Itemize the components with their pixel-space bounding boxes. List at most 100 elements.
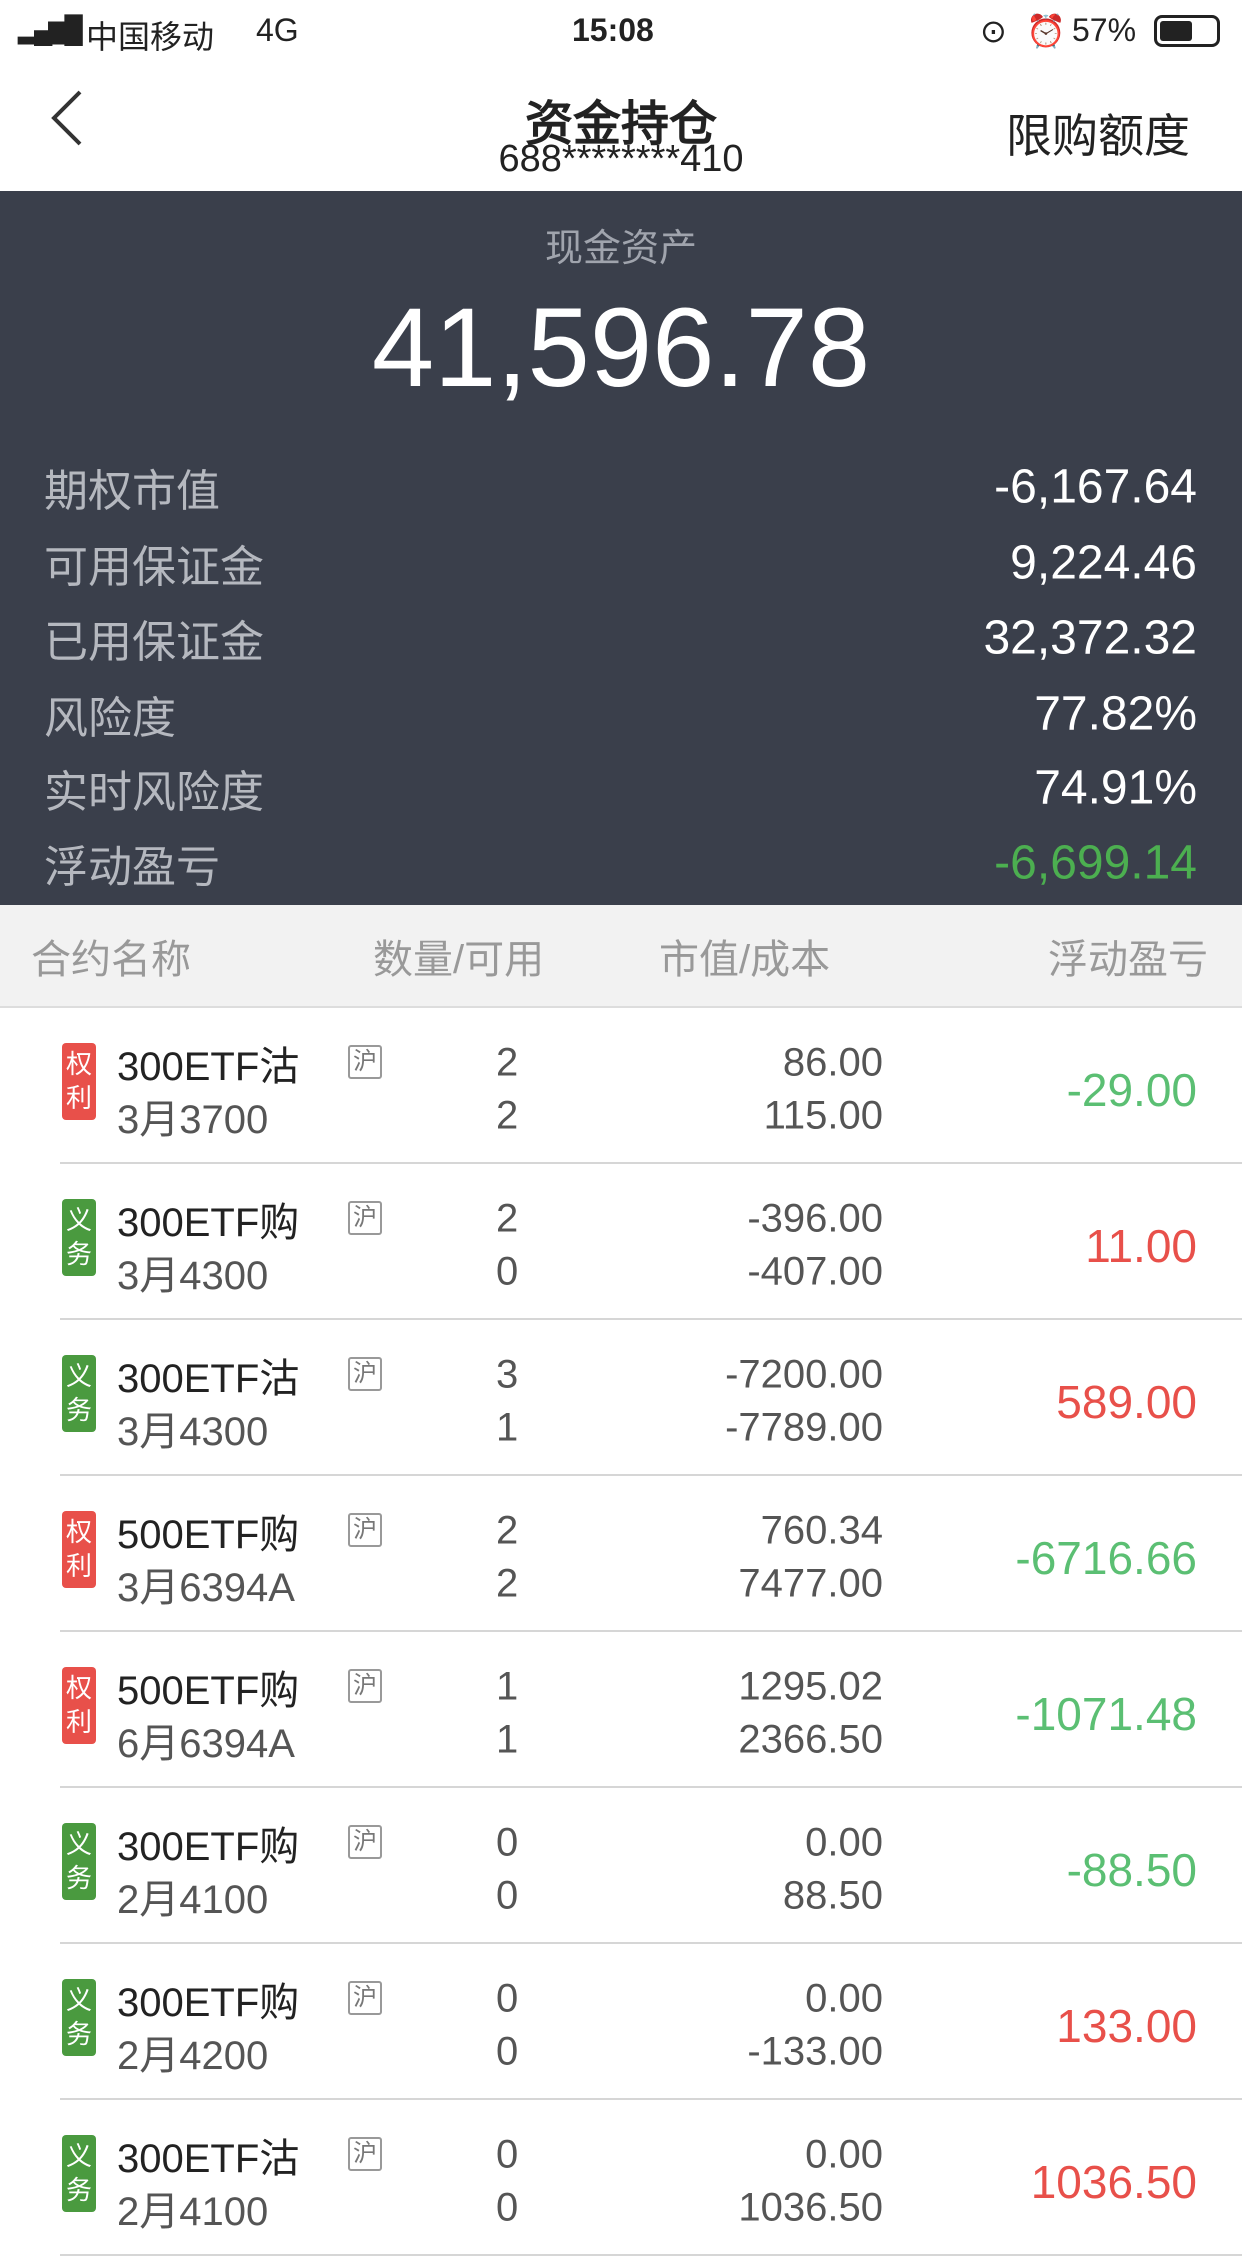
table-row[interactable]: 义务 300ETF购 沪 3月4300 2 0 -396.00 -407.00 … [0,1164,1242,1320]
table-row[interactable]: 义务 300ETF购 沪 2月4100 0 0 0.00 88.50 -88.5… [0,1788,1242,1944]
table-row[interactable]: 义务 300ETF购 沪 2月4200 0 0 0.00 -133.00 133… [0,1944,1242,2100]
contract-month-strike: 6月6394A [117,1722,295,1766]
contract-name: 300ETF沽 [117,1045,300,1089]
floating-pnl: 133.00 [1056,2000,1197,2052]
alarm-icon: ⏰ [1026,13,1066,49]
table-row[interactable]: 权利 300ETF沽 沪 3月3700 2 2 86.00 115.00 -29… [0,1008,1242,1164]
available: 0 [496,1873,519,1918]
table-row[interactable]: 权利 500ETF购 沪 3月6394A 2 2 760.34 7477.00 … [0,1476,1242,1632]
market-value: 86.00 [782,1040,883,1085]
summary-value: 74.91% [1034,761,1197,815]
quantity: 2 [496,1040,519,1085]
contract-name: 300ETF沽 [117,2137,300,2181]
quantity: 0 [496,1820,519,1865]
position-type-badge: 权利 [62,1667,96,1744]
nav-bar: 资金持仓 688********410 限购额度 [0,62,1242,191]
floating-pnl: 589.00 [1056,1376,1197,1428]
contract-month-strike: 3月6394A [117,1566,295,1610]
account-number: 688********410 [498,138,744,180]
header-pnl: 浮动盈亏 [1048,937,1208,982]
row-divider [60,2098,1242,2100]
market-value: 760.34 [760,1508,883,1553]
position-type-badge: 义务 [62,1199,96,1276]
contract-name: 300ETF购 [117,1201,300,1245]
exchange-badge: 沪 [348,1825,382,1859]
summary-value: -6,699.14 [994,836,1197,890]
table-row[interactable]: 权利 500ETF购 沪 6月6394A 1 1 1295.02 2366.50… [0,1632,1242,1788]
summary-value: -6,167.64 [994,460,1197,514]
summary-label: 风险度 [44,694,176,743]
position-type-badge: 权利 [62,1043,96,1120]
market-value: -396.00 [747,1196,883,1241]
network: 4G [256,12,299,48]
available: 1 [496,1717,519,1762]
summary-value: 77.82% [1034,687,1197,741]
cost: -407.00 [747,1249,883,1294]
header-value: 市值/成本 [659,937,831,982]
summary-label: 实时风险度 [44,768,264,817]
contract-month-strike: 3月4300 [117,1410,269,1454]
contract-month-strike: 2月4200 [117,2034,269,2078]
contract-month-strike: 2月4100 [117,2190,269,2234]
chevron-left-icon [51,90,82,146]
cash-label: 现金资产 [544,228,697,270]
floating-pnl: -6716.66 [1015,1532,1197,1584]
back-button[interactable] [46,88,86,148]
quantity: 2 [496,1196,519,1241]
available: 2 [496,1093,519,1138]
contract-name: 300ETF沽 [117,1357,300,1401]
table-row[interactable]: 义务 300ETF沽 沪 3月4300 3 1 -7200.00 -7789.0… [0,1320,1242,1476]
contract-name: 500ETF购 [117,1669,300,1713]
market-value: 1295.02 [738,1664,883,1709]
quantity: 0 [496,2132,519,2177]
exchange-badge: 沪 [348,1045,382,1079]
quantity: 3 [496,1352,519,1397]
floating-pnl: -29.00 [1066,1064,1197,1116]
available: 0 [496,2029,519,2074]
battery-icon [1154,15,1220,47]
contract-name: 500ETF购 [117,1513,300,1557]
summary-label: 期权市值 [44,467,220,516]
summary-value: 9,224.46 [1010,536,1197,590]
position-type-badge: 权利 [62,1511,96,1588]
market-value: 0.00 [805,1976,883,2021]
cost: 1036.50 [738,2185,883,2230]
available: 0 [496,1249,519,1294]
market-value: -7200.00 [725,1352,883,1397]
position-type-badge: 义务 [62,1355,96,1432]
exchange-badge: 沪 [348,1357,382,1391]
summary-label: 浮动盈亏 [44,843,220,892]
header-contract: 合约名称 [31,937,191,982]
cost: 88.50 [782,1873,883,1918]
position-type-badge: 义务 [62,1979,96,2056]
clock: 15:08 [572,12,654,48]
purchase-limit-button[interactable]: 限购额度 [1006,110,1190,162]
row-divider [60,1786,1242,1788]
carrier: 中国移动 [86,19,215,55]
cost: 115.00 [763,1093,883,1138]
row-divider [60,1942,1242,1944]
summary-value: 32,372.32 [983,611,1197,665]
exchange-badge: 沪 [348,1669,382,1703]
row-divider [60,1474,1242,1476]
exchange-badge: 沪 [348,1513,382,1547]
quantity: 2 [496,1508,519,1553]
summary-label: 已用保证金 [44,618,264,667]
market-value: 0.00 [805,1820,883,1865]
summary-label: 可用保证金 [44,543,264,592]
exchange-badge: 沪 [348,1201,382,1235]
cost: -7789.00 [725,1405,883,1450]
floating-pnl: 1036.50 [1030,2156,1197,2208]
available: 0 [496,2185,519,2230]
contract-month-strike: 3月4300 [117,1254,269,1298]
position-type-badge: 义务 [62,1823,96,1900]
header-qty: 数量/可用 [373,937,545,982]
quantity: 1 [496,1664,519,1709]
floating-pnl: -1071.48 [1015,1688,1197,1740]
available: 2 [496,1561,519,1606]
floating-pnl: -88.50 [1066,1844,1197,1896]
table-row[interactable]: 义务 300ETF沽 沪 2月4100 0 0 0.00 1036.50 103… [0,2100,1242,2256]
market-value: 0.00 [805,2132,883,2177]
quantity: 0 [496,1976,519,2021]
row-divider [60,1318,1242,1320]
